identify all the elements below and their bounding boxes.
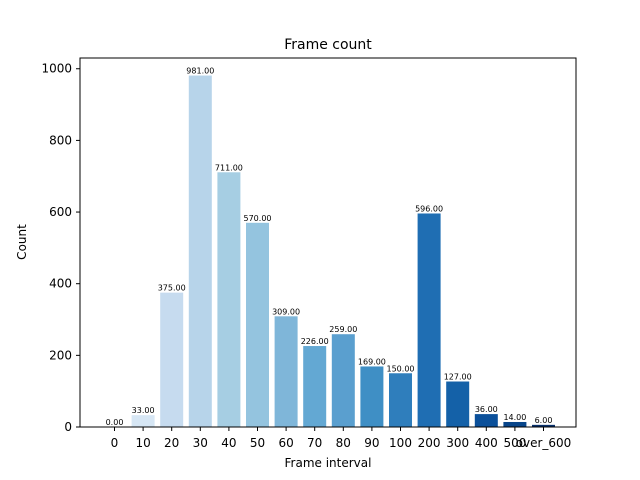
data-label-300: 127.00 [444, 373, 472, 382]
data-label-0: 0.00 [106, 418, 124, 427]
x-tick-label-over_600: over_600 [516, 436, 572, 450]
bar-30 [188, 75, 212, 427]
bar-300 [446, 381, 470, 427]
data-labels-group: 0.00 33.00 375.00 981.00 711.00 570.00 309.00 2… [106, 67, 553, 427]
y-tick-label-800: 800 [49, 133, 72, 147]
data-label-80: 259.00 [329, 325, 357, 334]
bar-over_600 [532, 424, 555, 427]
data-label-90: 169.00 [358, 357, 386, 366]
data-label-20: 375.00 [158, 284, 186, 293]
bar-400 [474, 414, 498, 427]
x-tick-label-60: 60 [278, 436, 293, 450]
y-tick-label-0: 0 [64, 420, 72, 434]
x-tick-label-0: 0 [111, 436, 119, 450]
data-label-10: 33.00 [132, 406, 155, 415]
x-tick-label-500: 500 [503, 436, 526, 450]
y-axis-label: Count [15, 224, 29, 260]
x-tick-label-90: 90 [364, 436, 379, 450]
x-tick-label-30: 30 [193, 436, 208, 450]
x-tick-label-70: 70 [307, 436, 322, 450]
bar-20 [160, 292, 184, 427]
x-tick-label-400: 400 [475, 436, 498, 450]
data-label-400: 36.00 [475, 405, 498, 414]
data-label-30: 981.00 [186, 67, 214, 76]
x-tick-label-200: 200 [418, 436, 441, 450]
bar-50 [246, 222, 269, 427]
x-tick-label-40: 40 [221, 436, 236, 450]
bar-40 [217, 172, 241, 427]
data-label-100: 150.00 [387, 364, 415, 373]
bars-group [131, 75, 555, 427]
y-tick-label-600: 600 [49, 205, 72, 219]
y-tick-label-1000: 1000 [41, 62, 72, 76]
bar-200 [417, 213, 441, 427]
y-tick-label-200: 200 [49, 348, 72, 362]
data-label-200: 596.00 [415, 204, 443, 213]
bar-60 [274, 316, 298, 427]
x-tick-label-20: 20 [164, 436, 179, 450]
x-tick-label-100: 100 [389, 436, 412, 450]
chart-title: Frame count [284, 37, 372, 53]
data-label-40: 711.00 [215, 163, 243, 172]
data-label-70: 226.00 [301, 337, 329, 346]
x-tick-label-10: 10 [135, 436, 150, 450]
y-axis: 0 200 400 600 800 1000 [41, 62, 80, 434]
bar-70 [303, 346, 327, 427]
data-label-50: 570.00 [244, 214, 272, 223]
bar-10 [131, 415, 155, 427]
y-tick-label-400: 400 [49, 277, 72, 291]
x-tick-label-50: 50 [250, 436, 265, 450]
x-tick-label-300: 300 [446, 436, 469, 450]
plot-frame [79, 57, 577, 428]
x-axis: 0 10 20 30 40 50 60 70 80 90 100 200 300 400 500over_6… [111, 427, 572, 450]
x-tick-label-80: 80 [336, 436, 351, 450]
data-label-60: 309.00 [272, 307, 300, 316]
data-label-500: 14.00 [503, 413, 526, 422]
bar-100 [389, 373, 412, 427]
bar-90 [360, 366, 384, 427]
bar-500 [503, 421, 527, 427]
x-axis-label: Frame interval [285, 456, 372, 470]
bar-80 [331, 334, 355, 427]
data-label-over_600: 6.00 [535, 416, 553, 425]
